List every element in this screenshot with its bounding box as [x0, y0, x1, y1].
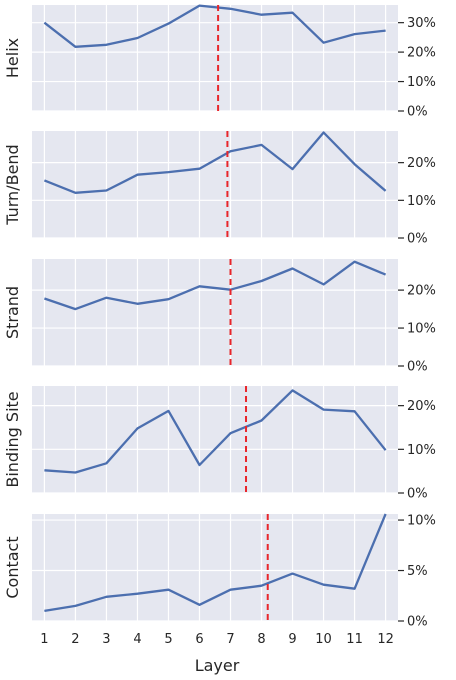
- x-tick-label: 5: [164, 632, 172, 647]
- panel-background: [32, 386, 398, 493]
- panel-background: [32, 5, 398, 111]
- y-tick-label: 20%: [407, 156, 436, 171]
- y-tick-label: 5%: [407, 564, 428, 579]
- x-tick-label: 10: [315, 632, 332, 647]
- panel-contact: 0% 5% 10% Contact: [3, 514, 436, 630]
- y-tick-label: 20%: [407, 284, 436, 299]
- x-axis-label: Layer: [195, 656, 240, 675]
- y-tick-label: 10%: [407, 194, 436, 209]
- x-tick-label: 8: [257, 632, 265, 647]
- y-tick-label: 10%: [407, 514, 436, 529]
- panel-turn-bend: 0% 10% 20% Turn/Bend: [3, 131, 436, 247]
- y-axis-label: Contact: [3, 536, 22, 598]
- y-tick-label: 10%: [407, 75, 436, 90]
- y-axis-label: Turn/Bend: [3, 144, 22, 225]
- y-tick-label: 10%: [407, 443, 436, 458]
- x-tick-label: 6: [195, 632, 203, 647]
- y-tick-label: 0%: [407, 105, 428, 120]
- x-tick-label: 3: [102, 632, 110, 647]
- x-tick-label: 11: [346, 632, 363, 647]
- y-tick-label: 10%: [407, 322, 436, 337]
- series-line: [43, 4, 386, 48]
- y-axis-label: Strand: [3, 286, 22, 339]
- y-tick-label: 0%: [407, 232, 428, 247]
- series-line: [44, 389, 387, 474]
- panel-background: [32, 259, 398, 366]
- series-line: [44, 513, 387, 613]
- series-line: [44, 260, 387, 311]
- y-axis-label: Binding Site: [3, 391, 22, 487]
- y-tick-label: 0%: [407, 615, 428, 630]
- x-tick-label: 4: [133, 632, 141, 647]
- panel-helix: 0% 10% 20% 30% Helix: [3, 4, 436, 120]
- panel-background: [32, 514, 398, 621]
- y-tick-label: 30%: [407, 16, 436, 31]
- x-tick-label: 7: [226, 632, 234, 647]
- series-line: [43, 131, 387, 194]
- panel-binding-site: 0% 10% 20% Binding Site: [3, 386, 436, 502]
- y-axis-label: Helix: [3, 38, 22, 78]
- x-tick-label: 9: [288, 632, 296, 647]
- y-tick-label: 20%: [407, 46, 436, 61]
- y-tick-label: 0%: [407, 487, 428, 502]
- x-tick-label: 12: [377, 632, 394, 647]
- panel-background: [32, 131, 398, 238]
- y-tick-label: 0%: [407, 360, 428, 375]
- x-tick-label: 2: [71, 632, 79, 647]
- x-tick-label: 1: [40, 632, 48, 647]
- y-tick-label: 20%: [407, 399, 436, 414]
- panel-strand: 0% 10% 20% Strand: [3, 259, 436, 375]
